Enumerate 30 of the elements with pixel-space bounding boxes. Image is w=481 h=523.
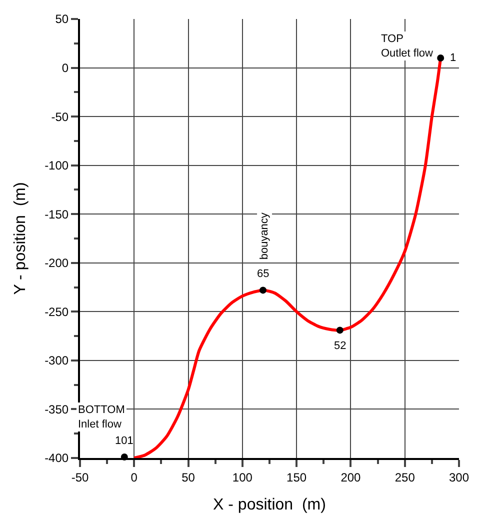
y-tick-label: 50 (55, 12, 69, 26)
x-tick-label: 200 (340, 470, 362, 484)
y-axis-title: Y - position (m) (12, 182, 29, 295)
x-tick-label: 50 (182, 470, 196, 484)
y-tick-label: -350 (44, 402, 69, 416)
x-tick-label: 300 (448, 470, 470, 484)
y-tick-label: -200 (44, 256, 69, 270)
y-tick-label: -300 (44, 354, 69, 368)
x-axis-title: X - position (m) (213, 496, 326, 514)
point (336, 326, 344, 334)
annotation: 52 (334, 340, 346, 352)
annotation: 1 (450, 52, 456, 64)
y-tick-label: -50 (51, 110, 69, 124)
annotation: bouyancy (258, 212, 271, 260)
point (437, 54, 444, 62)
x-tick-label: 250 (394, 470, 416, 484)
x-tick-label: 100 (232, 470, 253, 484)
annotation: 65 (257, 268, 270, 280)
annotation: 101 (115, 435, 134, 447)
y-tick-label: 0 (62, 60, 69, 75)
y-tick-label: -100 (44, 158, 69, 173)
x-tick-label: 150 (286, 470, 307, 484)
y-tick-label: -150 (44, 207, 69, 222)
annotation: BOTTOM Inlet flow (78, 404, 125, 430)
annotation: TOP Outlet flow (381, 33, 434, 60)
y-tick-label: -400 (44, 451, 69, 466)
x-tick-label: -50 (71, 470, 89, 484)
point (260, 286, 266, 294)
y-tick-label: -250 (44, 304, 69, 319)
x-tick-label: 0 (130, 470, 138, 484)
